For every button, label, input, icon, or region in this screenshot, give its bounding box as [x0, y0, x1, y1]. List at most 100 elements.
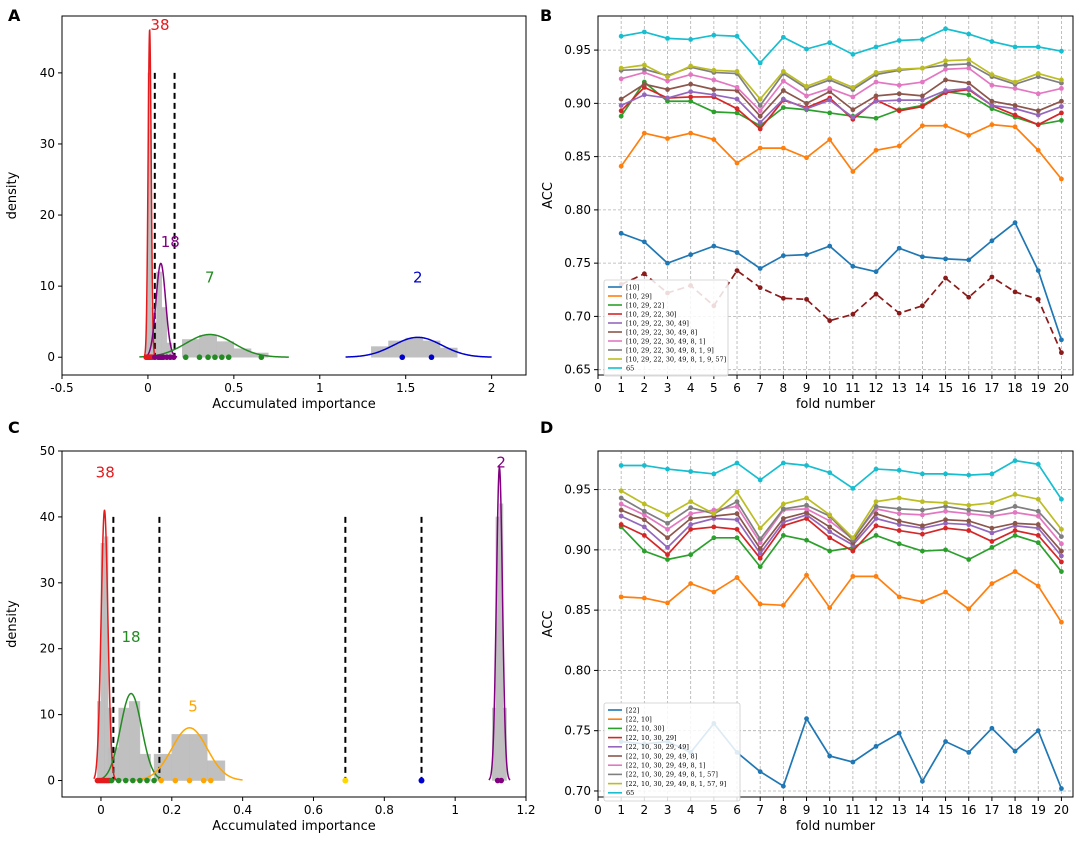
axes-frame — [61, 450, 527, 798]
series-marker — [688, 37, 694, 42]
panel-letter-d: D — [540, 418, 553, 437]
series-marker — [919, 531, 925, 537]
series-marker — [873, 44, 879, 50]
x-tick-label: 0.6 — [304, 803, 323, 817]
legend-entry-label: [22, 10] — [626, 716, 652, 724]
series-marker — [989, 725, 995, 731]
histogram-bar — [199, 334, 217, 358]
series-marker — [804, 83, 809, 89]
series-marker — [641, 524, 647, 530]
legend-entry-label: [10, 29, 22, 30, 49, 8] — [626, 328, 697, 336]
series-marker — [919, 104, 925, 109]
series-marker — [711, 589, 717, 595]
series-marker — [734, 160, 740, 166]
series-marker — [896, 66, 902, 72]
legend-entry-label: [10, 29, 22, 30] — [626, 310, 677, 318]
series-marker — [688, 511, 694, 517]
series-marker — [734, 499, 740, 505]
x-tick-label: 5 — [710, 381, 718, 395]
y-axis-label: density — [5, 600, 20, 648]
series-line — [620, 526, 1063, 573]
series-marker — [919, 523, 925, 529]
series-marker — [641, 62, 647, 68]
series-marker — [1035, 728, 1041, 734]
series-marker — [757, 555, 763, 561]
x-tick-label: 0 — [594, 803, 602, 817]
series-line — [620, 87, 1062, 124]
series-marker — [757, 536, 763, 542]
data-point — [399, 354, 406, 361]
y-tick-label: 50 — [40, 444, 55, 458]
series-marker — [966, 65, 972, 71]
y-tick-label: 0.90 — [564, 96, 591, 110]
series-marker — [618, 33, 624, 39]
histogram-bar — [182, 339, 200, 358]
series-marker — [827, 243, 833, 249]
data-point — [144, 777, 150, 784]
series-marker — [711, 511, 717, 517]
series-marker — [641, 66, 647, 72]
series-marker — [873, 743, 879, 749]
series-marker — [989, 98, 995, 104]
data-point — [115, 777, 122, 784]
series-marker — [734, 517, 740, 523]
series-marker — [688, 499, 694, 505]
series-marker — [618, 594, 624, 600]
series-marker — [665, 545, 670, 550]
x-axis-label: Accumulated importance — [212, 397, 375, 412]
x-tick-label: 0.4 — [233, 803, 252, 817]
legend-entry-label: 65 — [626, 789, 634, 797]
series-marker — [1059, 350, 1064, 356]
series-marker — [1059, 110, 1064, 116]
series-marker — [850, 51, 856, 57]
series-marker — [711, 243, 717, 249]
series-marker — [711, 471, 717, 477]
series-marker — [757, 540, 763, 546]
histogram-bar — [233, 348, 252, 358]
x-tick-label: 9 — [803, 381, 811, 395]
series-marker — [780, 34, 786, 40]
series-marker — [734, 68, 740, 74]
y-tick-label: 0.75 — [564, 724, 591, 738]
series-marker — [1035, 522, 1041, 527]
series-marker — [711, 109, 717, 115]
series-marker — [989, 530, 995, 536]
series-marker — [804, 506, 809, 512]
series-marker — [827, 548, 833, 554]
series-marker — [1035, 147, 1041, 153]
series-marker — [873, 115, 879, 121]
series-marker — [804, 46, 809, 52]
series-marker — [757, 601, 763, 607]
series-marker — [618, 113, 624, 119]
series-marker — [688, 252, 694, 258]
series-marker — [688, 552, 694, 558]
x-tick-label: 17 — [984, 803, 999, 817]
series-marker — [1035, 122, 1041, 128]
x-tick-label: 19 — [1031, 381, 1046, 395]
series-line — [621, 27, 1062, 65]
x-tick-label: 7 — [756, 803, 764, 817]
x-tick-label: 1 — [451, 803, 459, 817]
series-marker — [943, 500, 948, 506]
series-marker — [641, 595, 647, 601]
series-marker — [966, 61, 972, 67]
series-marker — [873, 291, 879, 297]
series-marker — [989, 72, 995, 77]
series-marker — [943, 504, 948, 509]
series-marker — [641, 81, 647, 87]
x-tick-label: 0.8 — [375, 803, 394, 817]
series-marker — [850, 535, 856, 541]
x-tick-label: 3 — [664, 381, 672, 395]
series-marker — [827, 518, 833, 524]
y-tick-label: 0.85 — [564, 150, 591, 164]
series-marker — [966, 502, 972, 508]
series-marker — [618, 103, 624, 108]
series-marker — [966, 57, 972, 63]
series-marker — [1059, 541, 1064, 547]
single-point — [418, 777, 425, 784]
y-tick-label: 0.95 — [564, 483, 591, 497]
series-marker — [850, 94, 856, 100]
histogram-bar — [206, 760, 226, 781]
series-marker — [1059, 337, 1064, 343]
series-marker — [734, 535, 740, 541]
